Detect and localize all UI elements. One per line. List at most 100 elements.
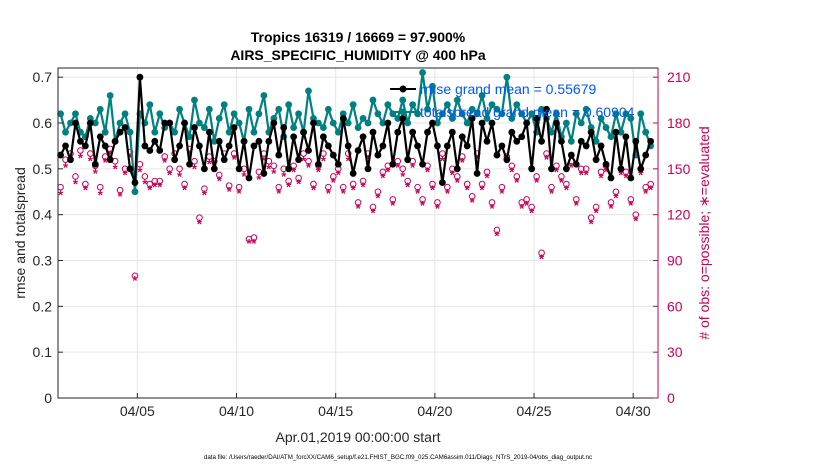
rmse-point [339,115,347,122]
rmse-point [354,147,362,154]
rmse-point [508,128,516,136]
obs-possible-point [558,173,565,180]
rmse-point [329,151,337,159]
rmse-point [414,142,422,150]
rmse-point [349,170,357,177]
obs-evaluated-point: * [78,151,84,166]
totalspread-point [627,115,635,122]
obs-possible-point [513,173,521,180]
obs-evaluated-point: * [470,195,476,210]
totalspread-point [200,124,208,131]
obs-possible-point [325,183,332,191]
totalspread-point [305,87,312,95]
totalspread-point [210,137,218,145]
rmse-point [220,156,228,164]
y-tick-label-right: 30 [667,344,683,360]
obs-possible-point [141,173,149,180]
obs-evaluated-point: * [465,183,471,198]
totalspread-point [379,119,387,127]
rmse-point [126,165,134,173]
rmse-point [617,165,625,173]
obs-possible-point [508,162,516,170]
rmse-point [255,137,263,145]
obs-evaluated-point: * [370,206,376,221]
rmse-point [186,160,193,168]
obs-possible-point [96,183,104,191]
obs-possible-point [478,180,486,188]
obs-possible-point [295,174,302,182]
obs-evaluated-point: * [316,164,322,179]
totalspread-point [205,105,213,113]
obs-evaluated-point: * [618,167,624,182]
obs-evaluated-point: * [415,186,421,201]
obs-evaluated-point: * [499,186,505,201]
obs-evaluated-point: * [519,201,525,216]
obs-evaluated-point: * [509,164,515,179]
rmse-point [57,151,64,159]
totalspread-point [121,110,129,118]
obs-evaluated-point: * [242,169,248,184]
obs-possible-point [439,150,446,157]
rmse-point [478,119,486,127]
totalspread-point [548,128,555,136]
legend-rmse-marker [399,85,407,93]
obs-possible-point [612,188,620,196]
rmse-point [106,156,114,164]
obs-possible-point [592,203,600,211]
y-tick-label-right: 120 [667,207,691,223]
obs-possible-point [156,177,164,185]
obs-evaluated-point: * [58,187,64,202]
totalspread-point [612,110,620,118]
obs-evaluated-point: * [430,183,436,198]
totalspread-point [567,137,575,145]
obs-evaluated-point: * [113,161,119,176]
obs-possible-point [399,165,407,173]
totalspread-point [354,124,362,131]
obs-evaluated-point: * [123,167,129,182]
obs-evaluated-point: * [256,172,262,187]
totalspread-point [637,110,645,118]
obs-possible-point [572,196,580,203]
obs-possible-point [166,165,173,173]
rmse-point [141,142,149,150]
rmse-point [369,128,377,136]
obs-evaluated-point: * [197,216,203,231]
rmse-point [324,142,332,150]
obs-possible-point [523,196,530,203]
obs-possible-point [305,157,312,165]
rmse-point [533,115,541,122]
totalspread-point [483,115,491,122]
obs-possible-point [290,162,297,170]
obs-evaluated-point: * [450,167,456,182]
obs-evaluated-point: * [93,166,99,181]
rmse-point [290,133,298,141]
obs-evaluated-point: * [286,180,292,195]
obs-evaluated-point: * [336,167,342,182]
totalspread-point [106,92,114,99]
obs-possible-point [647,180,654,188]
rmse-point [473,170,481,177]
rmse-point [379,142,387,150]
totalspread-point [290,124,298,131]
totalspread-point [468,105,476,113]
obs-possible-point [632,211,640,218]
obs-evaluated-point: * [103,155,109,170]
totalspread-point [622,110,630,118]
rmse-point [62,142,69,150]
rmse-point [305,147,312,154]
rmse-point [503,156,511,164]
rmse-point [443,142,451,150]
rmse-point [310,119,317,127]
totalspread-point [151,128,159,136]
obs-evaluated-point: * [633,213,639,228]
rmse-point [498,142,506,150]
rmse-point [562,165,570,173]
obs-evaluated-point: * [142,177,148,192]
totalspread-point [518,110,526,118]
obs-evaluated-point: * [266,161,272,176]
totalspread-point [617,128,625,136]
totalspread-point [369,96,377,104]
obs-evaluated-point: * [480,183,486,198]
totalspread-point [592,137,600,145]
totalspread-point [255,110,263,118]
